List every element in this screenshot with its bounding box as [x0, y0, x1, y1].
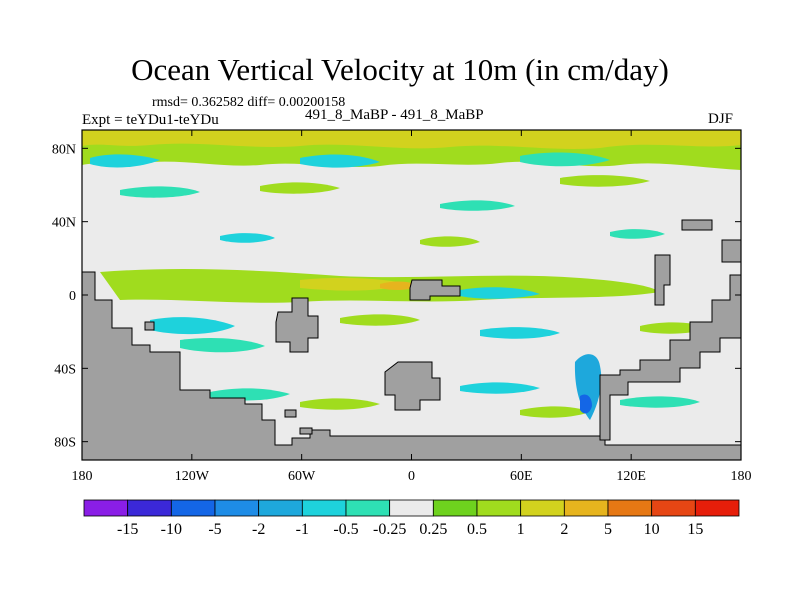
colorbar-swatch: [432, 499, 478, 517]
runs-label: 491_8_MaBP - 491_8_MaBP: [305, 107, 484, 123]
colorbar-label: -5: [208, 521, 221, 538]
field-patch-equatorial-cyan: [460, 287, 540, 299]
colorbar-swatch: [651, 499, 696, 517]
map-area: [82, 130, 741, 460]
colorbar-label: -0.5: [333, 521, 358, 538]
land-southwest-island: [275, 297, 319, 353]
field-patch-arctic-cyan-3: [520, 152, 610, 167]
colorbar-swatch: [563, 499, 609, 517]
field-patch-nh-5: [220, 233, 275, 243]
colorbar-swatch: [694, 499, 740, 517]
land-masses: [82, 219, 741, 460]
colorbar-label: 0.5: [467, 521, 487, 538]
field-patch-arctic-cyan: [90, 154, 160, 168]
chart-title: Ocean Vertical Velocity at 10m (in cm/da…: [131, 52, 669, 87]
x-tick-label: 120W: [175, 469, 210, 484]
field-patch-nh-4: [560, 175, 650, 187]
field-patch-sh-1: [150, 317, 235, 335]
land-east-strip: [654, 254, 671, 306]
colorbar-swatch: [214, 499, 260, 517]
colorbar-swatch: [345, 499, 391, 517]
colorbar-swatch: [520, 499, 565, 517]
colorbar-swatch: [607, 499, 653, 517]
colorbar-label: -0.25: [373, 521, 406, 538]
x-tick-label: 180: [72, 469, 93, 484]
colorbar-label: 2: [560, 521, 568, 538]
colorbar-label: 10: [644, 521, 660, 538]
colorbar-label: -15: [117, 521, 138, 538]
land-small-isle-1: [284, 409, 297, 418]
x-tick-label: 180: [731, 469, 752, 484]
land-northeast-island: [681, 219, 713, 231]
field-patch-indian-strong-negative: [580, 394, 592, 414]
field-patch-nh-3: [440, 200, 515, 211]
colorbar: -15 -10 -5 -2 -1 -0.5 -0.25 0.25 0.5 1 2 5 10 15: [83, 499, 740, 538]
field-patch-sh-3: [340, 314, 420, 326]
colorbar-label: -2: [252, 521, 265, 538]
field-patch-sh-10: [620, 396, 700, 408]
y-tick-label: 80S: [54, 436, 76, 451]
land-far-east-block: [721, 239, 741, 263]
colorbar-swatch: [258, 499, 303, 517]
field-patch-arctic-yellow: [82, 130, 741, 149]
field-patch-sh-8: [460, 382, 540, 394]
colorbar-swatch: [301, 499, 347, 517]
y-tick-label: 0: [69, 289, 76, 304]
land-southeast-continent: [599, 274, 741, 441]
colorbar-label: 0.25: [419, 521, 447, 538]
field-patch-nh-7: [610, 229, 665, 239]
field-patch-sh-6: [210, 388, 290, 401]
colorbar-swatch: [170, 499, 216, 517]
field-patch-sh-4: [480, 327, 560, 339]
colorbar-label: 1: [517, 521, 525, 538]
axes: 180 120W 60W 0 60E 120E 180 80S 40S 0 40N 80N: [52, 130, 752, 484]
field-patch-nh-1: [120, 186, 200, 198]
experiment-label: Expt = teYDu1-teYDu: [82, 112, 219, 128]
field-patch-sh-9: [520, 406, 590, 418]
field-patch-sh-2: [180, 338, 265, 353]
y-tick-label: 40S: [54, 362, 76, 377]
field-patch-nh-2: [260, 182, 340, 194]
x-tick-label: 0: [408, 469, 415, 484]
colorbar-swatch: [476, 499, 522, 517]
x-tick-label: 60W: [288, 469, 316, 484]
y-tick-label: 80N: [52, 142, 76, 157]
x-tick-label: 120E: [616, 469, 646, 484]
season-label: DJF: [708, 111, 734, 127]
colorbar-label: 5: [604, 521, 612, 538]
field-patch-arctic-cyan-2: [300, 154, 380, 168]
colorbar-label: -1: [296, 521, 309, 538]
field-patch-nh-6: [420, 236, 480, 247]
colorbar-swatch: [389, 499, 434, 517]
stats-text: rmsd= 0.362582 diff= 0.00200158: [152, 95, 346, 110]
y-tick-label: 40N: [52, 216, 76, 231]
colorbar-label: 15: [687, 521, 703, 538]
colorbar-swatch: [127, 499, 172, 517]
land-small-isle-2: [299, 427, 313, 435]
land-equatorial-island: [409, 279, 461, 301]
land-central-island: [384, 361, 441, 411]
field-patch-sh-7: [300, 398, 380, 410]
x-tick-label: 60E: [510, 469, 533, 484]
colorbar-swatch: [83, 499, 129, 517]
colorbar-label: -10: [161, 521, 182, 538]
land-small-isle-3: [144, 321, 155, 331]
